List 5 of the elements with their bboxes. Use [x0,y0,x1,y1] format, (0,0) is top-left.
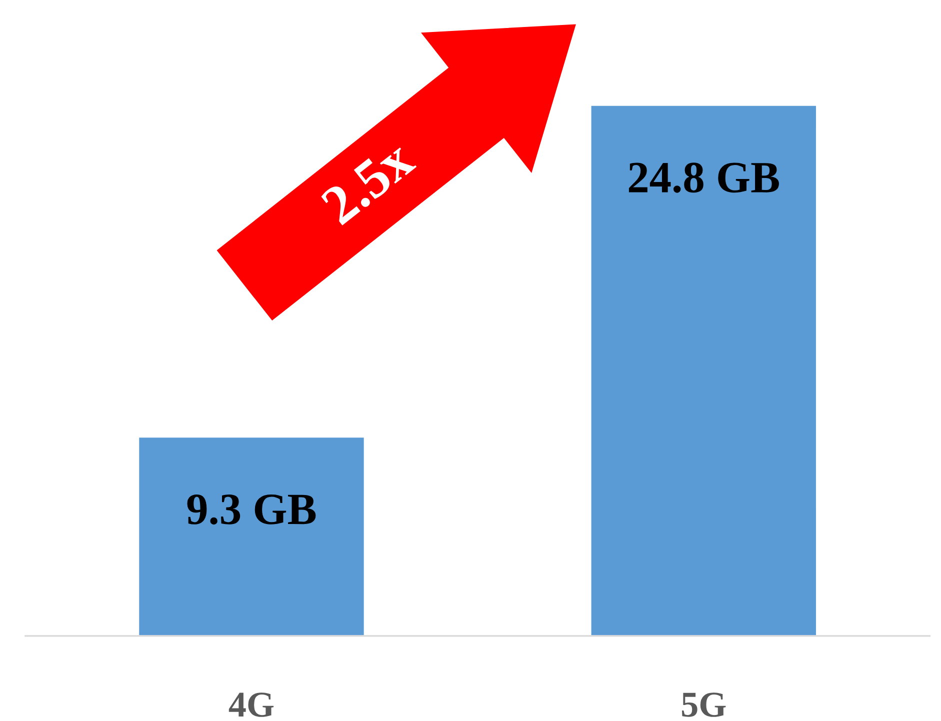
annotation: 2.5x [320,138,418,226]
x-tick-label: 5G [682,692,726,717]
data-label: 9.3 GB [187,494,316,525]
data-label: 24.8 GB [628,162,779,193]
x-tick-label: 4G [228,692,274,717]
